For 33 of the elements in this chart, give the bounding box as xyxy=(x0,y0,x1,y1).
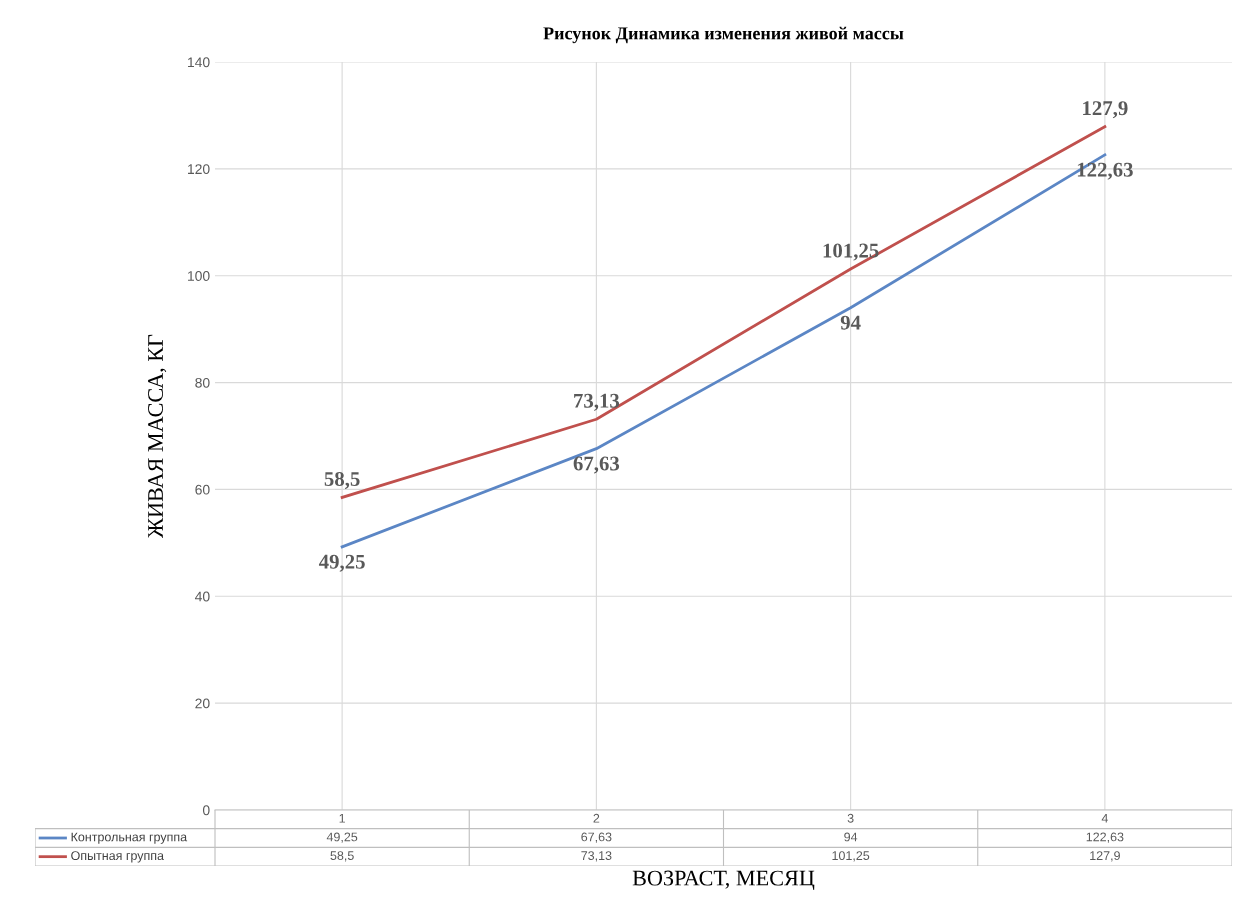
x-axis-title: ВОЗРАСТ, МЕСЯЦ xyxy=(632,870,815,891)
data-label: 127,9 xyxy=(1090,851,1120,862)
text: 101,25 xyxy=(823,243,879,261)
y-tick-label: 120 xyxy=(188,164,210,175)
y-tick-label: 0 xyxy=(202,805,210,816)
text: 127,9 xyxy=(1083,101,1128,119)
x-tick-label: 3 xyxy=(847,813,854,823)
chart-title: Рисунок Динамика изменения живой массы xyxy=(543,26,904,44)
data-label: 101,25 xyxy=(832,851,870,862)
y-tick-label: 40 xyxy=(195,591,210,602)
data-label: 122,63 xyxy=(1086,832,1124,843)
text: 67,63 xyxy=(573,456,620,474)
data-label: 94 xyxy=(844,832,858,842)
y-tick-label: 60 xyxy=(195,484,210,495)
legend-label: Контрольная группа xyxy=(71,832,188,844)
text: 94 xyxy=(840,315,861,330)
y-tick-label: 140 xyxy=(188,57,210,68)
data-label: 67,63 xyxy=(581,832,612,843)
text: 122,63 xyxy=(1077,162,1133,180)
data-label: 73,13 xyxy=(581,851,612,862)
x-tick-label: 4 xyxy=(1101,813,1108,823)
y-tick-label: 100 xyxy=(188,271,210,281)
x-tick-label: 2 xyxy=(593,813,600,823)
y-tick-label: 80 xyxy=(195,377,210,388)
text: 73,13 xyxy=(574,393,620,411)
data-label: 49,25 xyxy=(326,832,358,843)
x-tick-label: 1 xyxy=(339,813,345,823)
text: 49,25 xyxy=(318,554,365,572)
text: 58,5 xyxy=(324,471,360,490)
y-tick-label: 20 xyxy=(195,698,210,709)
y-axis-title: ЖИВАЯ МАССА, КГ xyxy=(148,334,167,538)
legend-label: Опытная группа xyxy=(71,851,164,863)
data-label: 58,5 xyxy=(330,851,354,862)
